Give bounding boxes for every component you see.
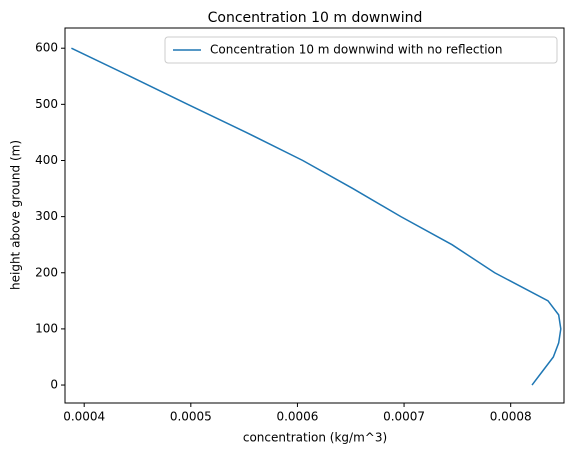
- y-tick-label: 600: [35, 41, 58, 55]
- x-tick-label: 0.0005: [170, 410, 212, 424]
- y-tick-label: 400: [35, 153, 58, 167]
- plot-frame: [64, 27, 565, 404]
- x-tick-label: 0.0004: [63, 410, 105, 424]
- chart-title: Concentration 10 m downwind: [208, 10, 423, 26]
- y-tick-label: 500: [35, 97, 58, 111]
- y-axis-label: height above ground (m): [9, 140, 23, 290]
- y-tick-label: 100: [35, 321, 58, 335]
- x-tick-label: 0.0008: [490, 410, 532, 424]
- x-tick-label: 0.0007: [383, 410, 425, 424]
- y-tick-label: 0: [50, 378, 58, 392]
- x-axis-label: concentration (kg/m^3): [243, 431, 387, 445]
- y-tick-label: 300: [35, 209, 58, 223]
- legend-box: [164, 36, 558, 64]
- y-tick-label: 200: [35, 265, 58, 279]
- series-line: [71, 47, 562, 386]
- legend-label: Concentration 10 m downwind with no refl…: [210, 43, 502, 57]
- x-tick-label: 0.0006: [276, 410, 318, 424]
